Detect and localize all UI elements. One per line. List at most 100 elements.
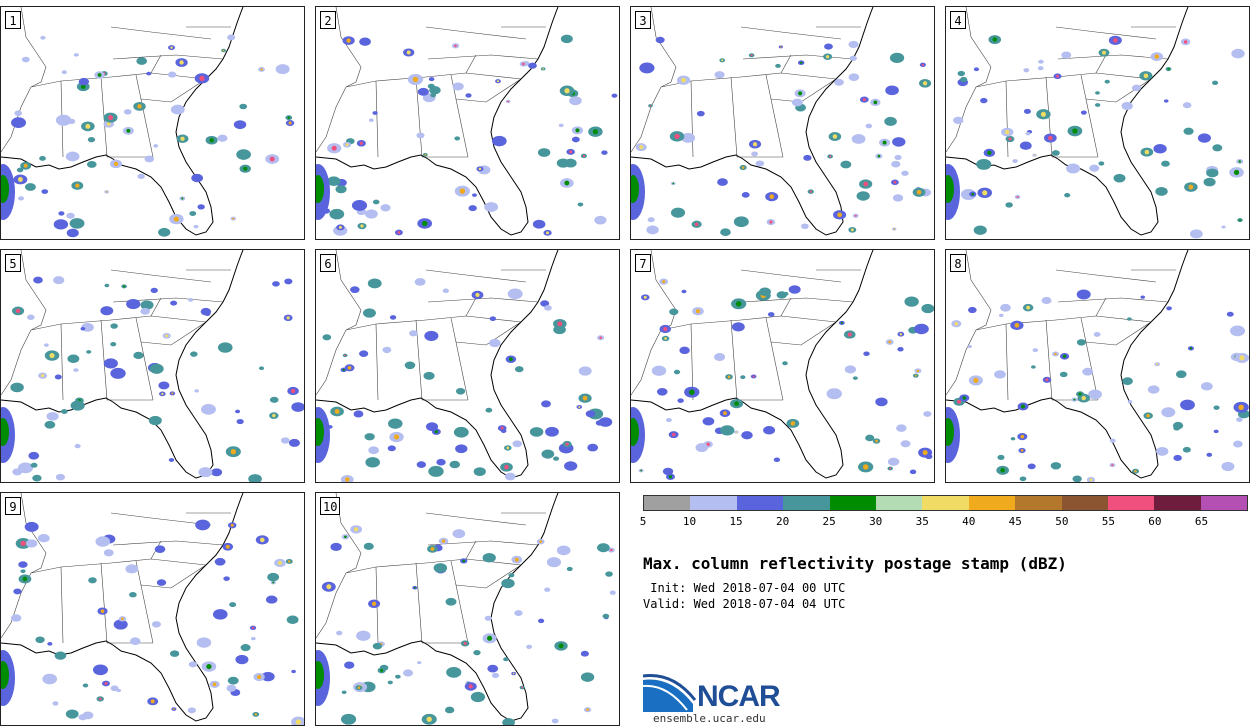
storm-cell (258, 366, 265, 371)
storm-cell (720, 425, 735, 436)
storm-cell (144, 155, 155, 163)
storm-core (209, 138, 214, 143)
storm-cell (1095, 91, 1100, 95)
storm-cell (740, 375, 746, 380)
storm-cell (28, 451, 40, 460)
storm-core (973, 377, 979, 383)
storm-core (225, 544, 230, 549)
storm-core (987, 150, 992, 155)
storm-cell (190, 351, 198, 357)
storm-cell (1027, 463, 1036, 470)
state-border (1095, 54, 1107, 74)
state-border (425, 512, 527, 526)
storm-cell (566, 566, 573, 572)
storm-cell (146, 71, 152, 76)
storm-core (478, 167, 482, 171)
storm-cell (65, 151, 80, 162)
storm-cell (1023, 108, 1031, 114)
storm-core (750, 54, 753, 57)
storm-cell (372, 199, 380, 205)
storm-core (1016, 195, 1019, 198)
storm-core (1238, 404, 1244, 411)
storm-cell (1233, 440, 1243, 448)
storm-core (741, 166, 745, 169)
storm-cell (602, 613, 610, 619)
storm-cell (291, 669, 296, 674)
storm-cell (997, 454, 1005, 460)
storm-core (17, 177, 23, 182)
storm-cell (897, 347, 904, 352)
storm-cell (368, 446, 380, 455)
storm-cell (1038, 59, 1044, 64)
storm-core (105, 191, 108, 193)
storm-cell (569, 96, 582, 106)
storm-core (922, 450, 928, 456)
storm-core (397, 231, 401, 234)
member-number-label: 4 (950, 11, 966, 29)
storm-cell (248, 474, 262, 482)
storm-cell (564, 158, 577, 168)
storm-cell (445, 597, 457, 606)
state-border (427, 297, 539, 303)
storm-cell (404, 361, 416, 370)
storm-cell (387, 445, 396, 452)
storm-cell (424, 330, 439, 341)
state-border (100, 562, 108, 644)
state-border (1055, 269, 1157, 283)
storm-cell (1173, 454, 1182, 461)
storm-cell (500, 428, 507, 434)
storm-cell (1200, 382, 1213, 391)
storm-cell (86, 160, 97, 168)
storm-cell (33, 276, 43, 284)
coastline (316, 250, 559, 479)
storm-core (345, 143, 349, 147)
storm-core (610, 548, 613, 552)
storm-cell (666, 418, 672, 423)
colorbar-tick-label: 20 (775, 515, 790, 528)
state-border (690, 80, 694, 158)
storm-cell (104, 283, 110, 288)
ensemble-member-panel: 8 (945, 249, 1250, 483)
storm-core (347, 366, 352, 370)
storm-core (179, 60, 184, 65)
storm-core (371, 601, 377, 606)
storm-core (888, 340, 892, 344)
storm-core (507, 100, 509, 103)
state-border (770, 321, 837, 346)
storm-core (832, 134, 838, 139)
storm-cell (74, 443, 81, 449)
storm-cell (1104, 79, 1110, 84)
colorbar-segment (1200, 496, 1248, 510)
storm-cell (194, 389, 199, 393)
state-border (631, 86, 662, 153)
state-border (1005, 80, 1009, 158)
storm-cell (226, 684, 237, 692)
storm-core (344, 477, 350, 482)
storm-cell (217, 342, 233, 353)
state-border (465, 540, 477, 560)
storm-cell (236, 418, 244, 425)
storm-cell (639, 62, 655, 74)
storm-cell (556, 545, 571, 556)
ensemble-member-panel: 1 (0, 6, 305, 240)
storm-cell (286, 615, 299, 624)
storm-cell (100, 306, 114, 316)
storm-core (251, 626, 255, 629)
storm-core (468, 684, 473, 689)
storm-cell (1050, 462, 1062, 470)
storm-cell (229, 602, 237, 608)
storm-core (1008, 137, 1012, 141)
storm-cell (362, 308, 376, 318)
colorbar-segment (1107, 496, 1155, 510)
state-border (1095, 297, 1107, 317)
storm-cell (239, 103, 248, 110)
storm-cell (976, 158, 992, 170)
storm-cell (168, 458, 175, 462)
storm-core (1233, 169, 1240, 175)
state-border (135, 317, 154, 401)
storm-cell (537, 148, 551, 157)
storm-cell (487, 664, 499, 673)
state-border (1085, 78, 1152, 103)
storm-cell (960, 76, 968, 83)
storm-core (1056, 74, 1059, 78)
